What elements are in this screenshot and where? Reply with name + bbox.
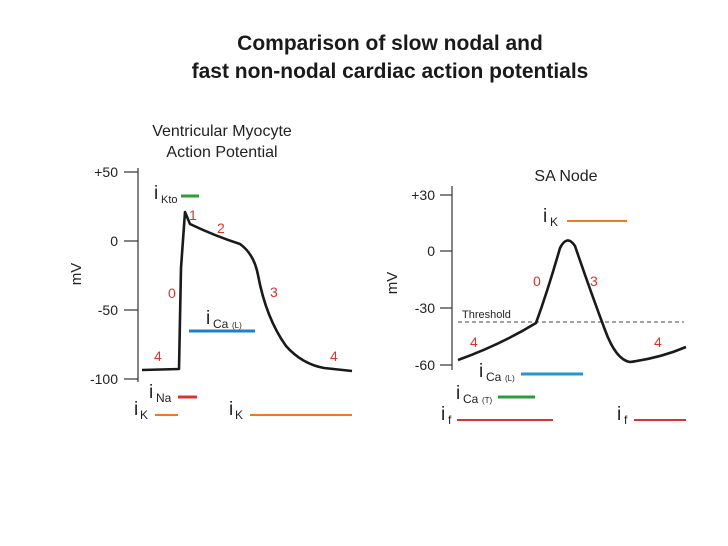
- current-ina-label: i Na: [149, 382, 197, 405]
- ventricular-panel: Ventricular Myocyte Action Potential +50…: [68, 123, 353, 422]
- sa-node-tick-label: 0: [427, 243, 435, 259]
- svg-text:i: i: [479, 361, 483, 382]
- ventricular-phase-2: 2: [217, 220, 225, 236]
- svg-text:Ca: Ca: [463, 392, 479, 406]
- sa-node-phase-0: 0: [533, 273, 541, 289]
- svg-text:i: i: [229, 399, 233, 420]
- title-line-2: fast non-nodal cardiac action potentials: [191, 60, 589, 83]
- svg-text:(L): (L): [232, 321, 242, 330]
- sa-node-action-potential-trace: [457, 239, 687, 364]
- svg-text:i: i: [154, 183, 158, 204]
- sa-node-heading: SA Node: [534, 168, 597, 185]
- svg-text:i: i: [441, 404, 445, 425]
- svg-text:i: i: [149, 382, 153, 403]
- sa-node-tick-label: +30: [411, 187, 435, 203]
- sa-node-y-axis-label: mV: [384, 272, 401, 295]
- ventricular-tick-label: 0: [110, 233, 118, 249]
- current-ik-sa-label: i K: [543, 206, 627, 229]
- sa-node-phase-3: 3: [590, 273, 598, 289]
- svg-text:Na: Na: [156, 391, 172, 405]
- svg-text:Ca: Ca: [486, 370, 502, 384]
- ventricular-phase-4-end: 4: [330, 348, 338, 364]
- sa-node-tick-label: -60: [415, 357, 435, 373]
- ventricular-heading-1: Ventricular Myocyte: [152, 123, 292, 140]
- sa-node-tick-label: -30: [415, 300, 435, 316]
- ventricular-y-axis-label: mV: [68, 263, 85, 286]
- sa-node-phase-4-end: 4: [654, 334, 662, 350]
- current-ica-l-label: i Ca (L): [189, 308, 255, 333]
- ventricular-tick-label: +50: [94, 164, 118, 180]
- current-if-start-label: i f: [441, 404, 553, 427]
- ventricular-phase-1: 1: [189, 207, 197, 223]
- svg-text:Ca: Ca: [213, 317, 229, 331]
- svg-text:K: K: [235, 408, 243, 422]
- ventricular-tick-label: -50: [98, 302, 118, 318]
- current-if-end-label: i f: [617, 404, 686, 427]
- svg-text:f: f: [448, 413, 452, 427]
- svg-text:Kto: Kto: [161, 194, 178, 206]
- svg-text:i: i: [617, 404, 621, 425]
- svg-text:(L): (L): [505, 374, 515, 383]
- sa-node-panel: SA Node +30 0 -30 -60 mV Threshold 0 3 4…: [384, 168, 687, 427]
- threshold-label: Threshold: [462, 309, 511, 321]
- svg-text:K: K: [550, 215, 558, 229]
- svg-text:i: i: [543, 206, 547, 227]
- ventricular-phase-3: 3: [270, 284, 278, 300]
- current-ikto-label: i Kto: [154, 183, 199, 206]
- sa-node-phase-4-start: 4: [470, 334, 478, 350]
- svg-text:(T): (T): [482, 396, 493, 405]
- current-ik-early-label: i K: [134, 399, 178, 422]
- svg-text:i: i: [456, 383, 460, 404]
- ventricular-phase-0: 0: [168, 285, 176, 301]
- svg-text:i: i: [134, 399, 138, 420]
- svg-text:i: i: [206, 308, 210, 329]
- page-title: Comparison of slow nodal and fast non-no…: [0, 30, 728, 86]
- ventricular-phase-4-start: 4: [154, 348, 162, 364]
- svg-text:K: K: [140, 408, 148, 422]
- ventricular-heading-2: Action Potential: [166, 144, 277, 161]
- current-ica-l-sa-label: i Ca (L): [479, 361, 583, 384]
- ventricular-tick-label: -100: [90, 371, 118, 387]
- title-line-1: Comparison of slow nodal and: [237, 32, 543, 55]
- ventricular-action-potential-trace: [141, 210, 353, 373]
- current-ik-late-label: i K: [229, 399, 352, 422]
- svg-text:f: f: [624, 413, 628, 427]
- current-ica-t-label: i Ca (T): [456, 383, 535, 406]
